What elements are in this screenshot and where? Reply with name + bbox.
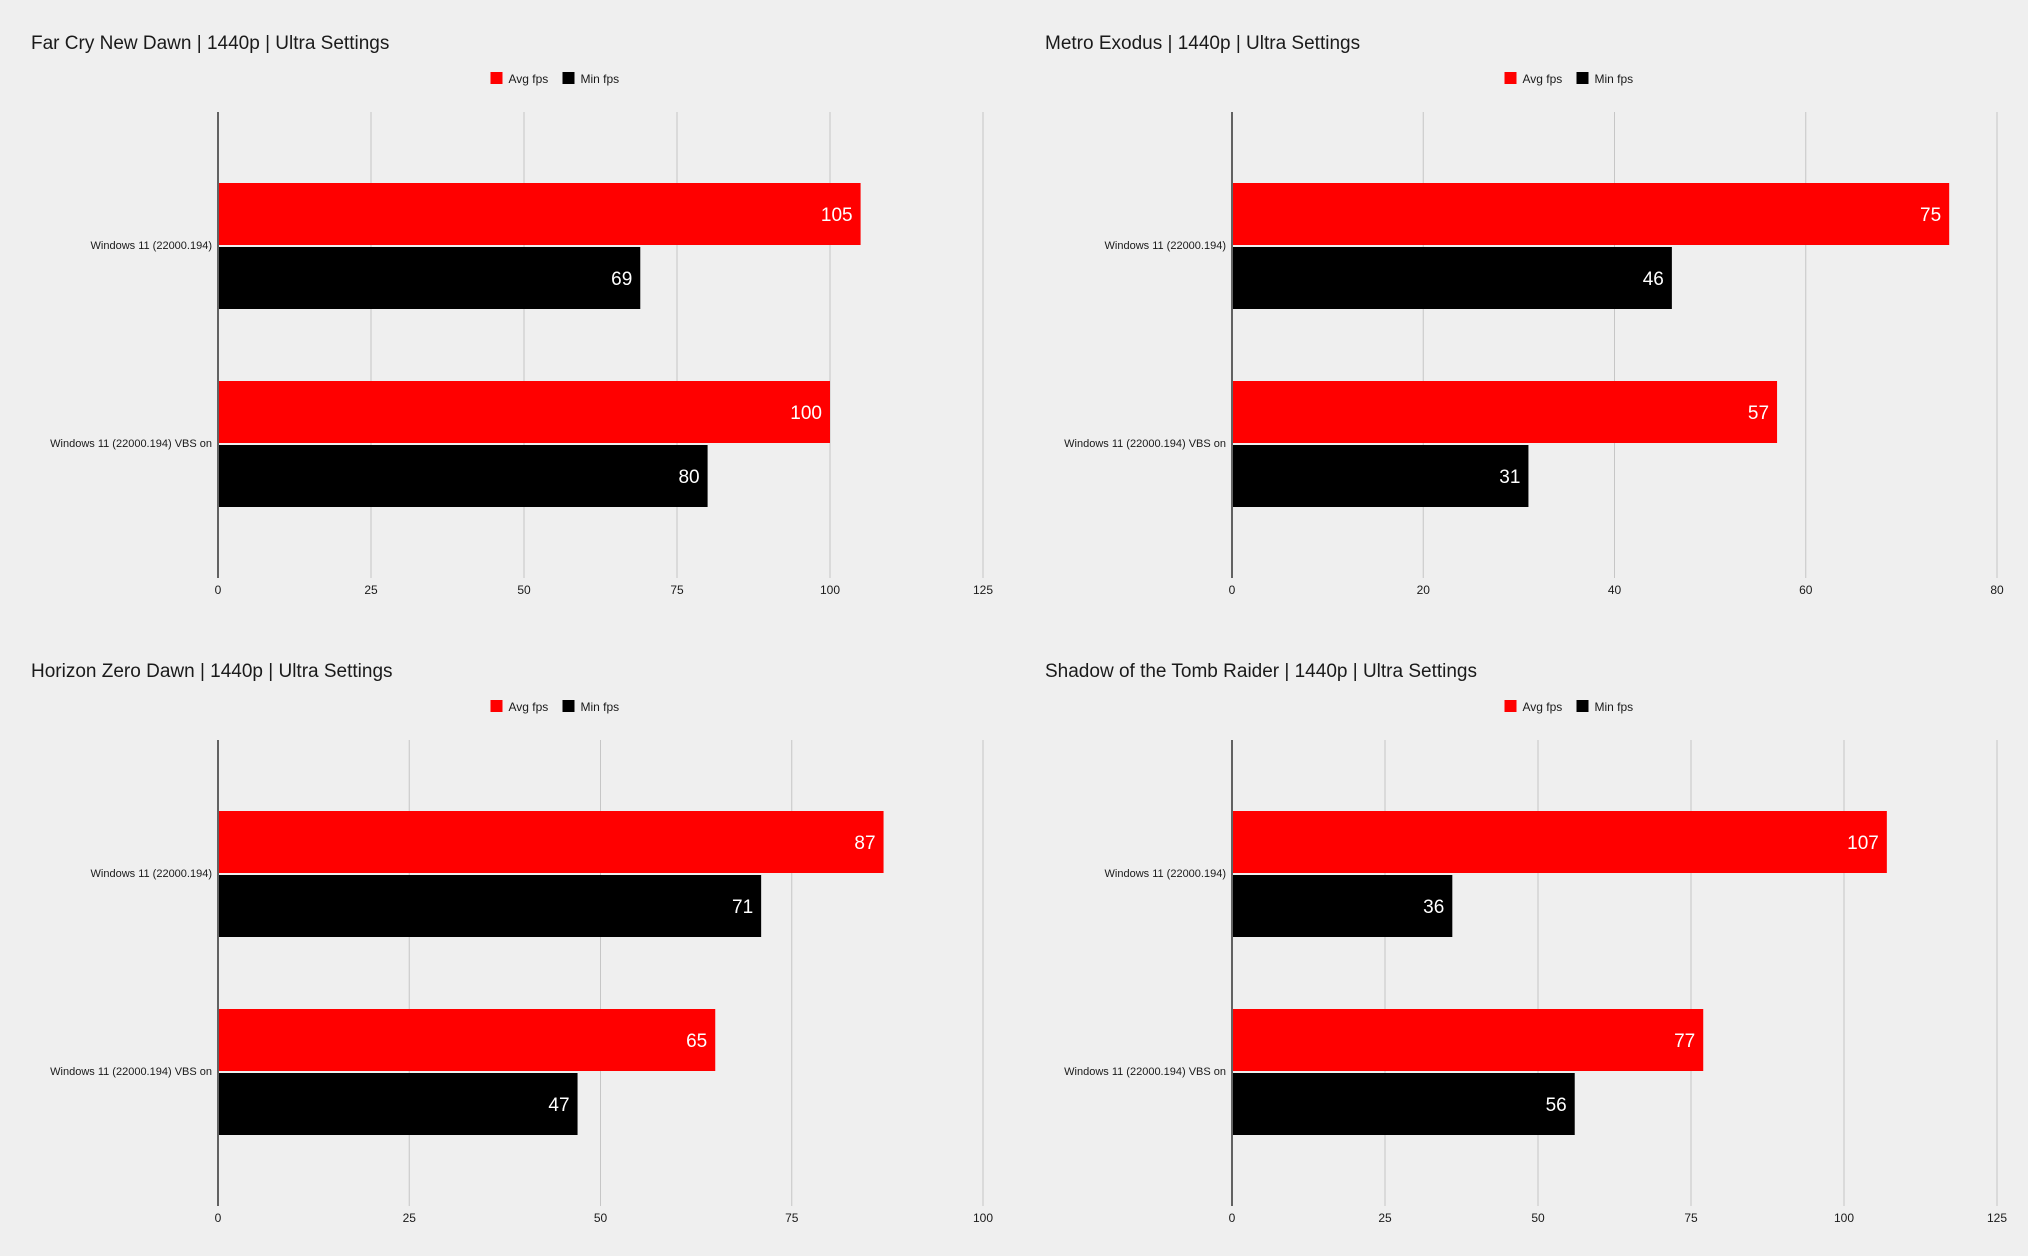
chart-panel-2: Metro Exodus | 1440p | Ultra Settings Avg… — [1045, 33, 2004, 597]
x-tick-label: 0 — [1229, 583, 1236, 597]
legend-swatch-min — [562, 72, 575, 84]
legend-swatch-min — [1576, 72, 1589, 84]
legend-label: Min fps — [581, 72, 620, 86]
data-label: 69 — [611, 269, 632, 290]
x-tick-label: 60 — [1799, 583, 1813, 597]
category-label: Windows 11 (22000.194) — [1105, 868, 1226, 880]
data-label: 36 — [1423, 897, 1444, 918]
x-tick-label: 125 — [1987, 1211, 2007, 1225]
min-fps-bar — [219, 1073, 578, 1135]
data-label: 80 — [678, 467, 699, 488]
legend-swatch-min — [1576, 700, 1589, 712]
legend: Avg fps Min fps — [490, 72, 620, 86]
chart-panel-1: Far Cry New Dawn | 1440p | Ultra Setting… — [31, 33, 993, 597]
avg-fps-bar — [219, 183, 861, 245]
x-tick-label: 25 — [364, 583, 378, 597]
min-fps-bar — [1233, 247, 1672, 309]
min-fps-bar — [219, 445, 708, 507]
data-label: 65 — [686, 1031, 707, 1052]
x-tick-label: 50 — [1531, 1211, 1545, 1225]
avg-fps-bar — [219, 381, 830, 443]
avg-fps-bar — [1233, 381, 1778, 443]
category-label: Windows 11 (22000.194) VBS on — [50, 438, 212, 450]
legend: Avg fps Min fps — [1504, 700, 1634, 714]
legend-label: Avg fps — [1523, 72, 1563, 86]
x-tick-label: 75 — [1684, 1211, 1698, 1225]
legend-label: Avg fps — [1523, 700, 1563, 714]
min-fps-bar — [219, 247, 641, 309]
category-label: Windows 11 (22000.194) — [91, 868, 212, 880]
chart-title: Far Cry New Dawn | 1440p | Ultra Setting… — [31, 33, 389, 54]
data-label: 100 — [790, 403, 822, 424]
legend-label: Min fps — [581, 700, 620, 714]
x-tick-label: 75 — [785, 1211, 799, 1225]
data-label: 77 — [1674, 1031, 1695, 1052]
data-label: 47 — [548, 1095, 569, 1116]
x-tick-label: 50 — [594, 1211, 608, 1225]
category-label: Windows 11 (22000.194) — [1105, 240, 1226, 252]
data-label: 71 — [732, 897, 753, 918]
legend-swatch-avg — [490, 700, 503, 712]
legend: Avg fps Min fps — [490, 700, 620, 714]
avg-fps-bar — [1233, 811, 1887, 873]
category-label: Windows 11 (22000.194) VBS on — [1064, 438, 1226, 450]
x-tick-label: 40 — [1608, 583, 1622, 597]
x-tick-label: 100 — [1834, 1211, 1854, 1225]
avg-fps-bar — [1233, 1009, 1704, 1071]
chart-title: Horizon Zero Dawn | 1440p | Ultra Settin… — [31, 661, 393, 682]
avg-fps-bar — [219, 811, 884, 873]
chart-panel-3: Horizon Zero Dawn | 1440p | Ultra Settin… — [31, 661, 993, 1225]
legend-label: Avg fps — [509, 700, 549, 714]
x-tick-label: 80 — [1990, 583, 2004, 597]
data-label: 107 — [1847, 833, 1879, 854]
legend-label: Avg fps — [509, 72, 549, 86]
data-label: 105 — [821, 205, 853, 226]
min-fps-bar — [1233, 1073, 1575, 1135]
x-tick-label: 100 — [973, 1211, 993, 1225]
chart-panel-4: Shadow of the Tomb Raider | 1440p | Ultr… — [1045, 661, 2007, 1225]
legend-swatch-avg — [490, 72, 503, 84]
avg-fps-bar — [219, 1009, 716, 1071]
legend-swatch-avg — [1504, 72, 1517, 84]
x-tick-label: 25 — [403, 1211, 417, 1225]
data-label: 31 — [1499, 467, 1520, 488]
x-tick-label: 25 — [1378, 1211, 1392, 1225]
x-tick-label: 100 — [820, 583, 840, 597]
legend: Avg fps Min fps — [1504, 72, 1634, 86]
x-tick-label: 0 — [215, 583, 222, 597]
x-tick-label: 20 — [1417, 583, 1431, 597]
x-tick-label: 0 — [1229, 1211, 1236, 1225]
min-fps-bar — [1233, 875, 1453, 937]
x-tick-label: 125 — [973, 583, 993, 597]
category-label: Windows 11 (22000.194) VBS on — [1064, 1066, 1226, 1078]
legend-label: Min fps — [1595, 72, 1634, 86]
data-label: 87 — [854, 833, 875, 854]
x-tick-label: 50 — [517, 583, 531, 597]
data-label: 75 — [1920, 205, 1941, 226]
chart-title: Metro Exodus | 1440p | Ultra Settings — [1045, 33, 1360, 54]
min-fps-bar — [1233, 445, 1529, 507]
legend-swatch-avg — [1504, 700, 1517, 712]
category-label: Windows 11 (22000.194) VBS on — [50, 1066, 212, 1078]
x-tick-label: 0 — [215, 1211, 222, 1225]
x-tick-label: 75 — [670, 583, 684, 597]
avg-fps-bar — [1233, 183, 1950, 245]
data-label: 46 — [1643, 269, 1664, 290]
data-label: 57 — [1748, 403, 1769, 424]
data-label: 56 — [1546, 1095, 1567, 1116]
min-fps-bar — [219, 875, 762, 937]
category-label: Windows 11 (22000.194) — [91, 240, 212, 252]
legend-label: Min fps — [1595, 700, 1634, 714]
legend-swatch-min — [562, 700, 575, 712]
chart-title: Shadow of the Tomb Raider | 1440p | Ultr… — [1045, 661, 1477, 682]
